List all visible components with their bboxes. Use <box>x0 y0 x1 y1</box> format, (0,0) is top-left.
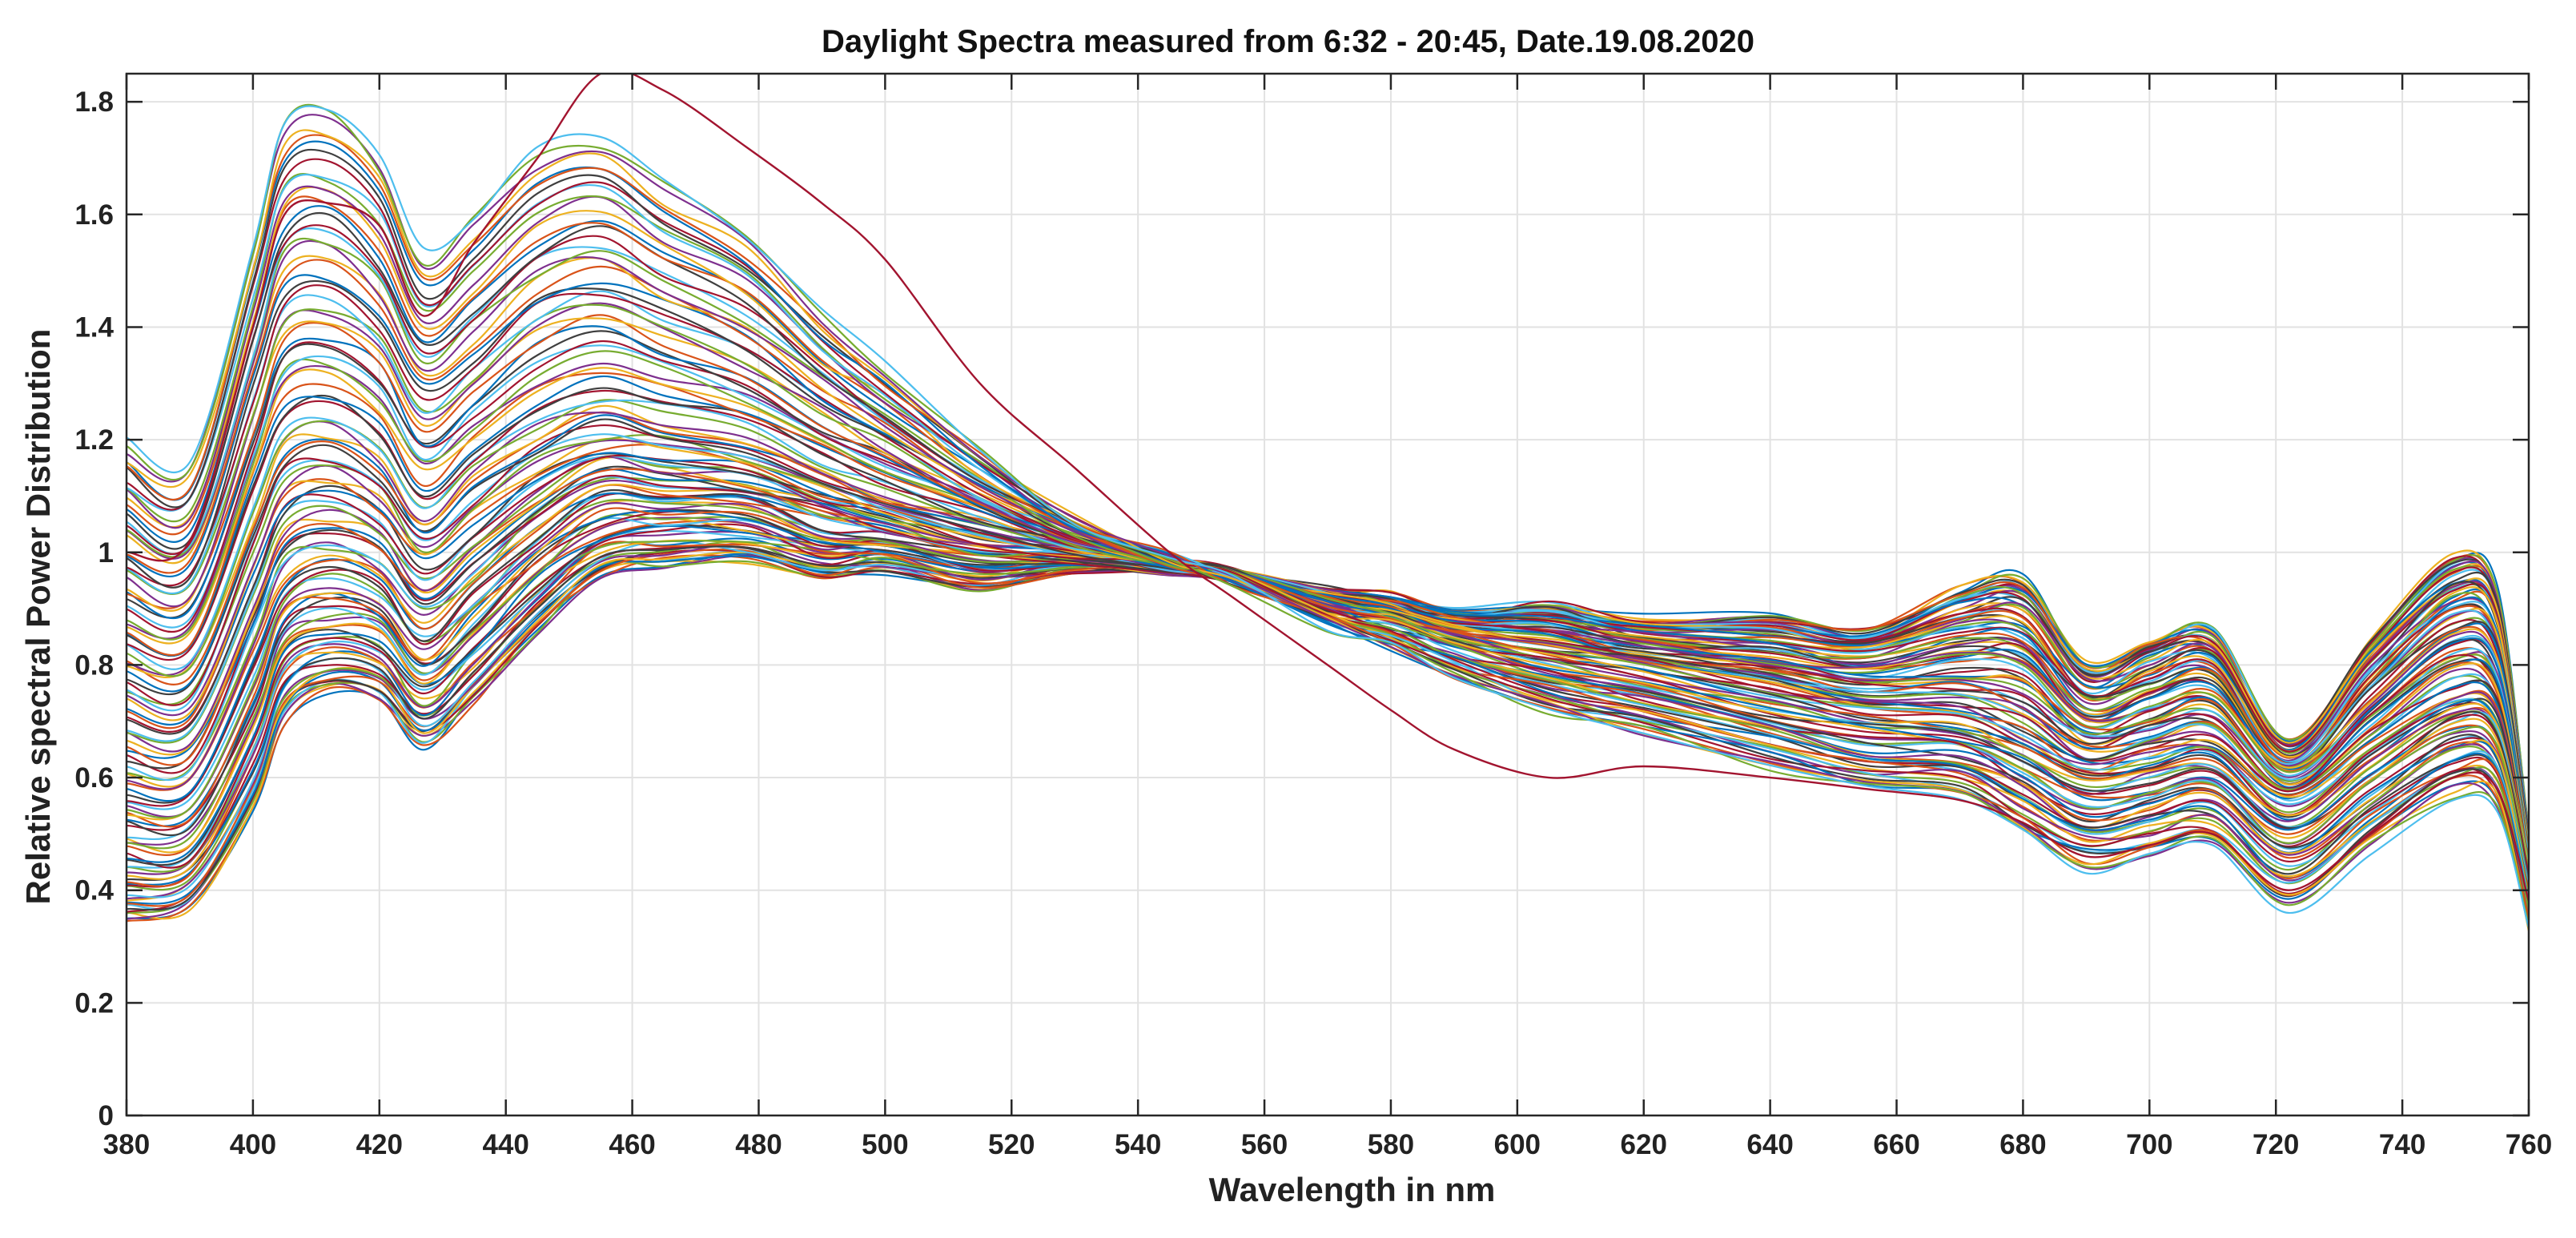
x-tick-label: 700 <box>2126 1129 2172 1160</box>
x-tick-label: 500 <box>862 1129 908 1160</box>
y-tick-label: 0.2 <box>74 987 114 1019</box>
y-tick-label: 0 <box>98 1100 114 1131</box>
x-tick-label: 400 <box>230 1129 276 1160</box>
x-tick-label: 480 <box>735 1129 782 1160</box>
y-tick-label: 1.8 <box>74 86 114 118</box>
x-tick-label: 740 <box>2379 1129 2425 1160</box>
y-tick-label: 0.6 <box>74 762 114 794</box>
spectrum-line <box>127 387 2529 874</box>
x-tick-label: 680 <box>1999 1129 2046 1160</box>
y-tick-label: 0.4 <box>74 875 114 906</box>
spectrum-line <box>127 205 2529 905</box>
x-tick-label: 420 <box>356 1129 403 1160</box>
x-tick-label: 560 <box>1241 1129 1288 1160</box>
spectrum-line <box>127 105 2529 929</box>
x-tick-label: 660 <box>1873 1129 1919 1160</box>
x-tick-label: 460 <box>609 1129 655 1160</box>
x-tick-label: 580 <box>1368 1129 1414 1160</box>
x-tick-label: 520 <box>988 1129 1035 1160</box>
x-axis-label: Wavelength in nm <box>1208 1171 1496 1208</box>
y-tick-label: 0.8 <box>74 649 114 681</box>
y-tick-label: 1 <box>98 537 114 569</box>
axes-box <box>125 72 2530 1117</box>
spectrum-line-outlier <box>127 74 2529 902</box>
y-axis-label: Relative spectral Power Distribution <box>19 328 57 905</box>
chart-title: Daylight Spectra measured from 6:32 - 20… <box>822 24 1754 59</box>
x-tick-label: 540 <box>1115 1129 1161 1160</box>
x-tick-label: 380 <box>103 1129 150 1160</box>
y-tick-label: 1.2 <box>74 424 114 456</box>
x-tick-label: 600 <box>1494 1129 1541 1160</box>
y-tick-label: 1.4 <box>74 312 114 343</box>
spectrum-line <box>127 140 2529 929</box>
x-tick-label: 620 <box>1621 1129 1667 1160</box>
y-tick-label: 1.6 <box>74 199 114 231</box>
x-tick-label: 440 <box>482 1129 528 1160</box>
spectrum-line <box>127 158 2529 922</box>
spectrum-line <box>127 114 2529 928</box>
x-tick-label: 640 <box>1746 1129 1793 1160</box>
x-tick-label: 720 <box>2252 1129 2299 1160</box>
x-tick-label: 760 <box>2506 1129 2552 1160</box>
